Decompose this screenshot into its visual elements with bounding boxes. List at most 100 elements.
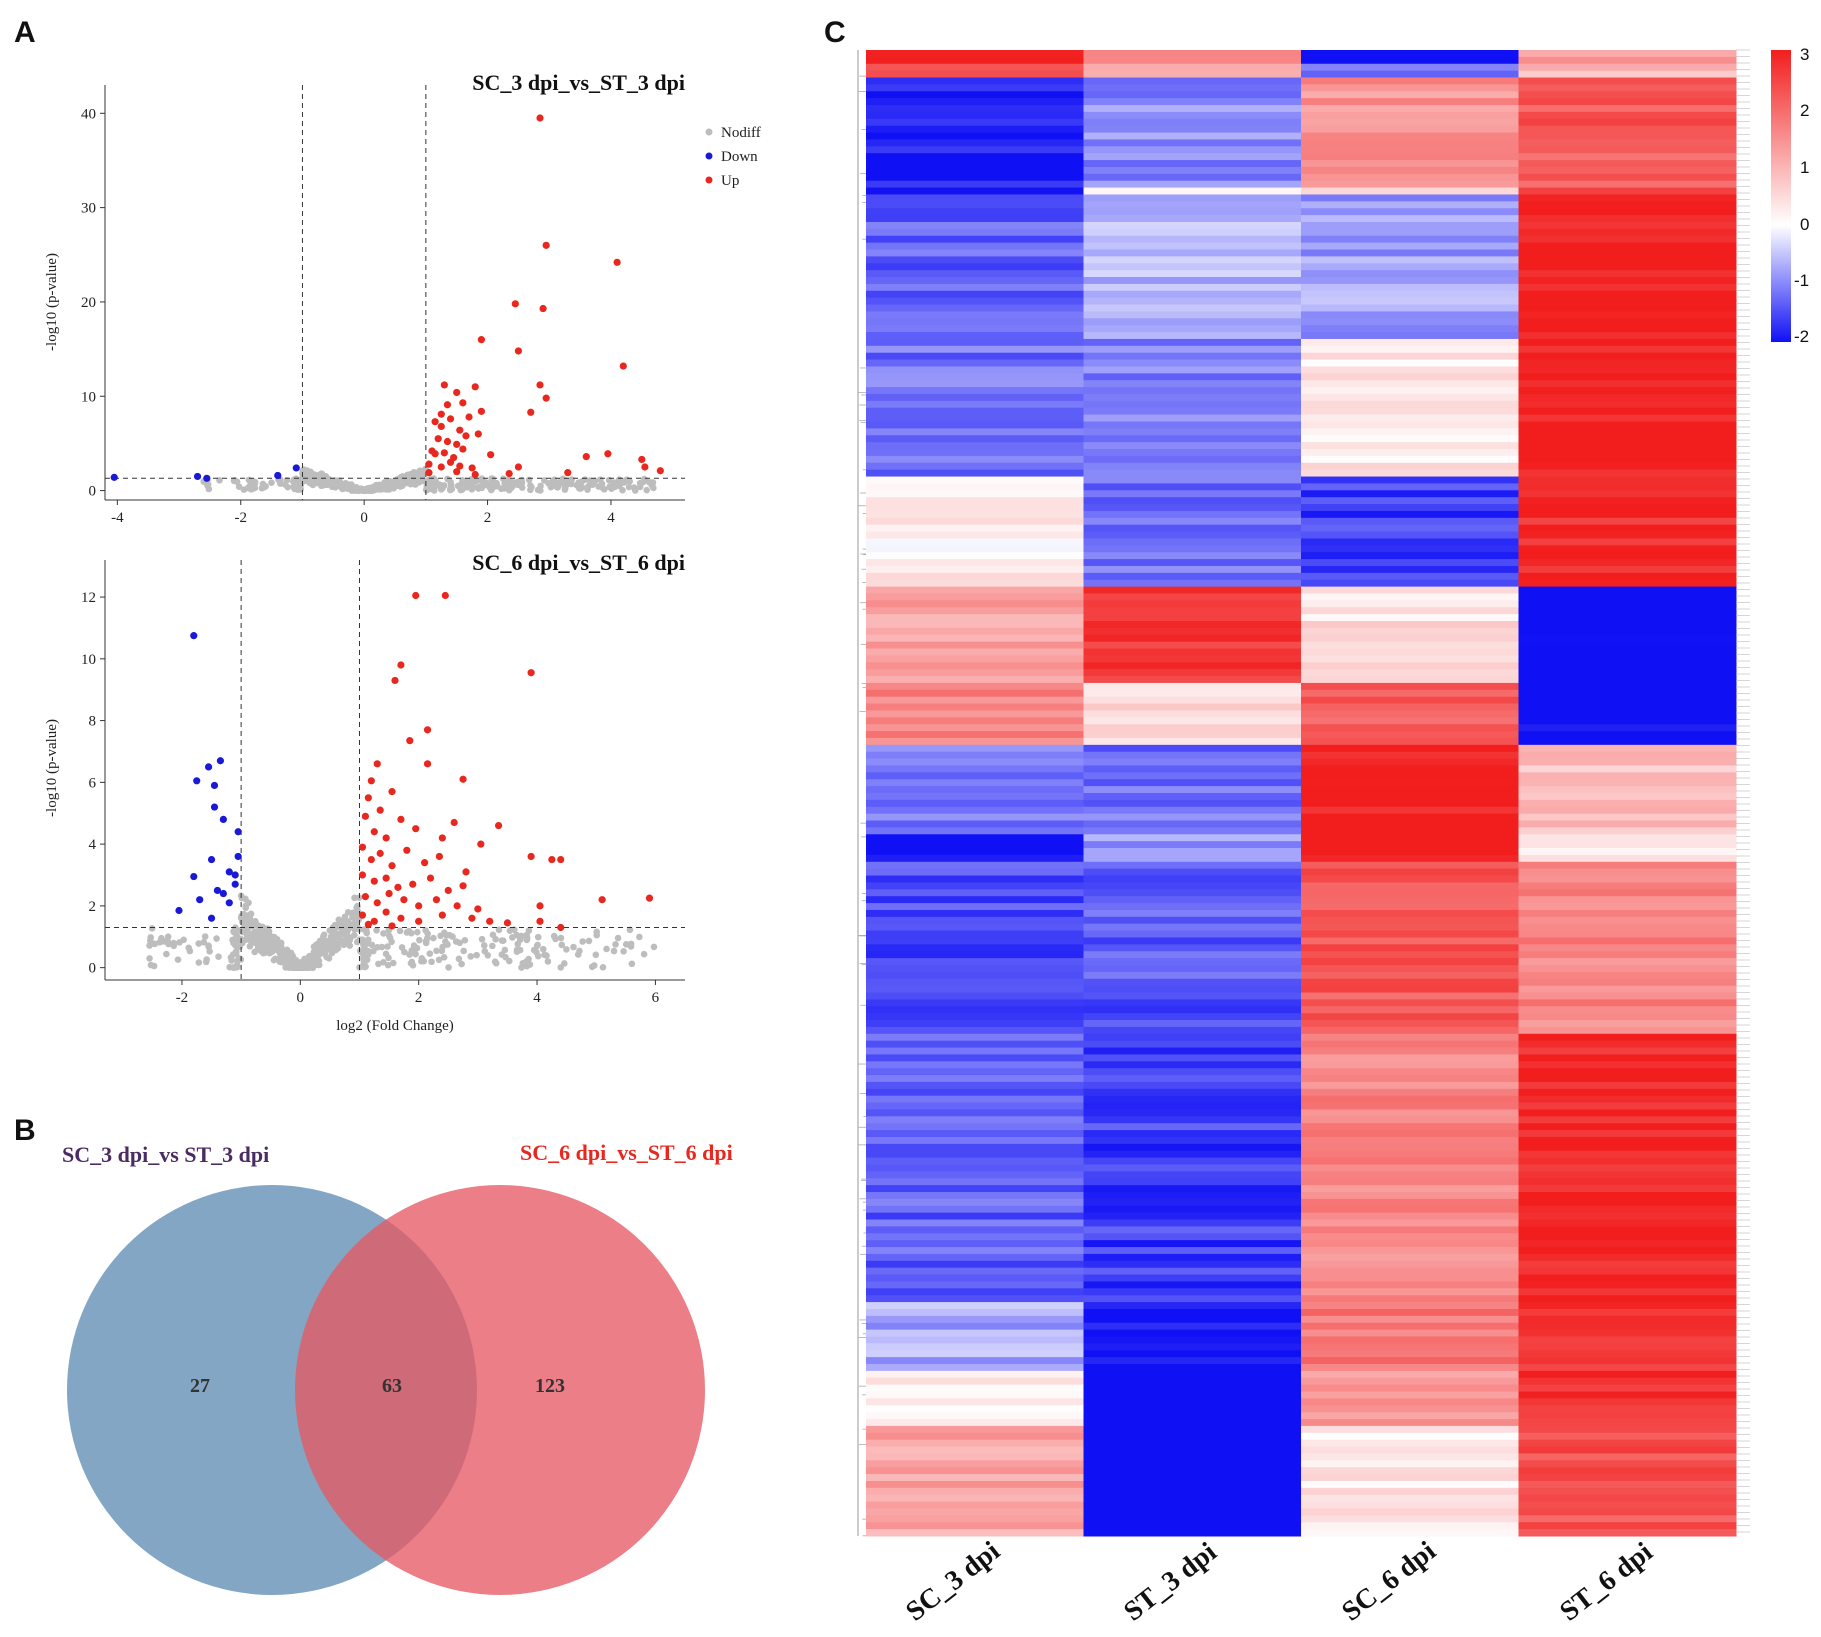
heatmap-cell	[1518, 462, 1737, 471]
nodiff-point	[454, 482, 462, 490]
heatmap-cell	[1301, 1198, 1519, 1207]
heatmap-cell	[1301, 517, 1519, 526]
heatmap-cell	[1518, 896, 1737, 904]
nodiff-point	[360, 956, 367, 964]
heatmap-cell	[1083, 517, 1302, 526]
heatmap-cell	[1518, 751, 1737, 760]
up-point	[412, 591, 420, 600]
heatmap-cell	[1083, 682, 1302, 691]
heatmap-cell	[1518, 469, 1737, 478]
heatmap-cell	[866, 648, 1084, 656]
nodiff-point	[302, 477, 309, 484]
heatmap-cell	[1518, 627, 1737, 636]
heatmap-cell	[1083, 641, 1302, 650]
heatmap-cell	[1083, 586, 1302, 594]
heatmap-cell	[1301, 524, 1519, 533]
heatmap-cell	[1301, 1192, 1519, 1200]
up-point	[638, 455, 646, 464]
heatmap-cell	[1083, 318, 1302, 326]
down-point	[231, 880, 239, 888]
heatmap-cell	[1518, 758, 1737, 766]
heatmap-cell	[866, 1006, 1084, 1014]
nodiff-point	[321, 945, 329, 952]
heatmap-cell	[1083, 985, 1302, 994]
heatmap-cell	[1518, 449, 1737, 457]
heatmap-cell	[1518, 1315, 1737, 1324]
heatmap-cell	[1083, 1480, 1302, 1489]
nodiff-point	[518, 932, 525, 940]
heatmap-cell	[1518, 552, 1737, 560]
heatmap-cell	[1301, 1474, 1519, 1482]
legend-down-label: Down	[721, 149, 758, 165]
heatmap-cell	[866, 1274, 1084, 1282]
heatmap-cell	[1083, 1350, 1302, 1358]
heatmap-cell	[1518, 731, 1737, 739]
heatmap-cell	[1301, 249, 1519, 257]
down-point	[219, 889, 227, 898]
nodiff-point	[414, 928, 421, 936]
heatmap-cell	[1301, 799, 1519, 808]
nodiff-point	[610, 947, 618, 955]
heatmap-cell	[1301, 318, 1519, 326]
heatmap-cell	[1518, 118, 1737, 127]
heatmap-cell	[1301, 930, 1519, 938]
nodiff-point	[380, 958, 387, 966]
y-tick-label: 6	[89, 775, 97, 791]
y-tick-label: 40	[81, 106, 96, 122]
heatmap-cell	[1301, 985, 1519, 994]
down-point	[219, 815, 227, 824]
heatmap-cell	[1083, 263, 1302, 271]
heatmap-cell	[1301, 50, 1519, 58]
heatmap-cell	[1518, 813, 1737, 822]
heatmap-column-labels: SC_3 dpi ST_3 dpi SC_6 dpi ST_6 dpi	[900, 1535, 1659, 1627]
heatmap-cell	[1518, 696, 1737, 705]
heatmap-cell	[1301, 56, 1519, 65]
up-point	[542, 241, 550, 249]
heatmap-cell	[1518, 999, 1737, 1007]
heatmap-cell	[1301, 1219, 1519, 1227]
heatmap-cell	[1518, 1130, 1737, 1138]
nodiff-point	[285, 953, 293, 960]
x-tick-label: 0	[297, 990, 305, 1006]
heatmap-cell	[1518, 1178, 1737, 1186]
up-point	[423, 726, 432, 734]
venn-intersection-count: 63	[382, 1375, 402, 1397]
heatmap-cell	[1083, 930, 1302, 938]
nodiff-point	[213, 935, 220, 942]
nodiff-point	[544, 958, 552, 965]
heatmap-cell	[866, 332, 1084, 340]
up-point	[409, 880, 417, 888]
heatmap-cell	[1301, 1253, 1519, 1262]
up-point	[358, 911, 367, 919]
up-point	[477, 336, 485, 344]
heatmap-cell	[866, 559, 1084, 567]
nodiff-point	[410, 942, 418, 949]
heatmap-cell	[1518, 923, 1737, 932]
heatmap-cell	[1518, 772, 1737, 780]
heatmap-cell	[1301, 77, 1519, 85]
heatmap-cell	[1301, 992, 1519, 1000]
nodiff-point	[238, 912, 245, 920]
heatmap-cell	[866, 978, 1084, 987]
nodiff-point	[516, 946, 524, 954]
nodiff-point	[344, 484, 352, 492]
heatmap-cell	[866, 1295, 1084, 1303]
nodiff-point	[258, 484, 266, 492]
heatmap-cell	[866, 813, 1084, 822]
nodiff-point	[423, 486, 431, 494]
heatmap-cell	[1301, 1054, 1519, 1062]
heatmap-cell	[1301, 1281, 1519, 1289]
down-point	[231, 871, 239, 879]
heatmap-cell	[1083, 909, 1302, 918]
nodiff-point	[369, 487, 376, 494]
heatmap-cell	[1083, 1357, 1302, 1365]
heatmap-cell	[1083, 249, 1302, 257]
heatmap-cell	[1083, 1068, 1302, 1076]
heatmap-cell	[1518, 160, 1737, 168]
up-point	[456, 426, 464, 434]
nodiff-point	[265, 941, 273, 949]
heatmap-cell	[1518, 1020, 1737, 1028]
heatmap-cell	[1083, 332, 1302, 340]
heatmap-cell	[1518, 366, 1737, 374]
heatmap-cell	[866, 1288, 1084, 1296]
